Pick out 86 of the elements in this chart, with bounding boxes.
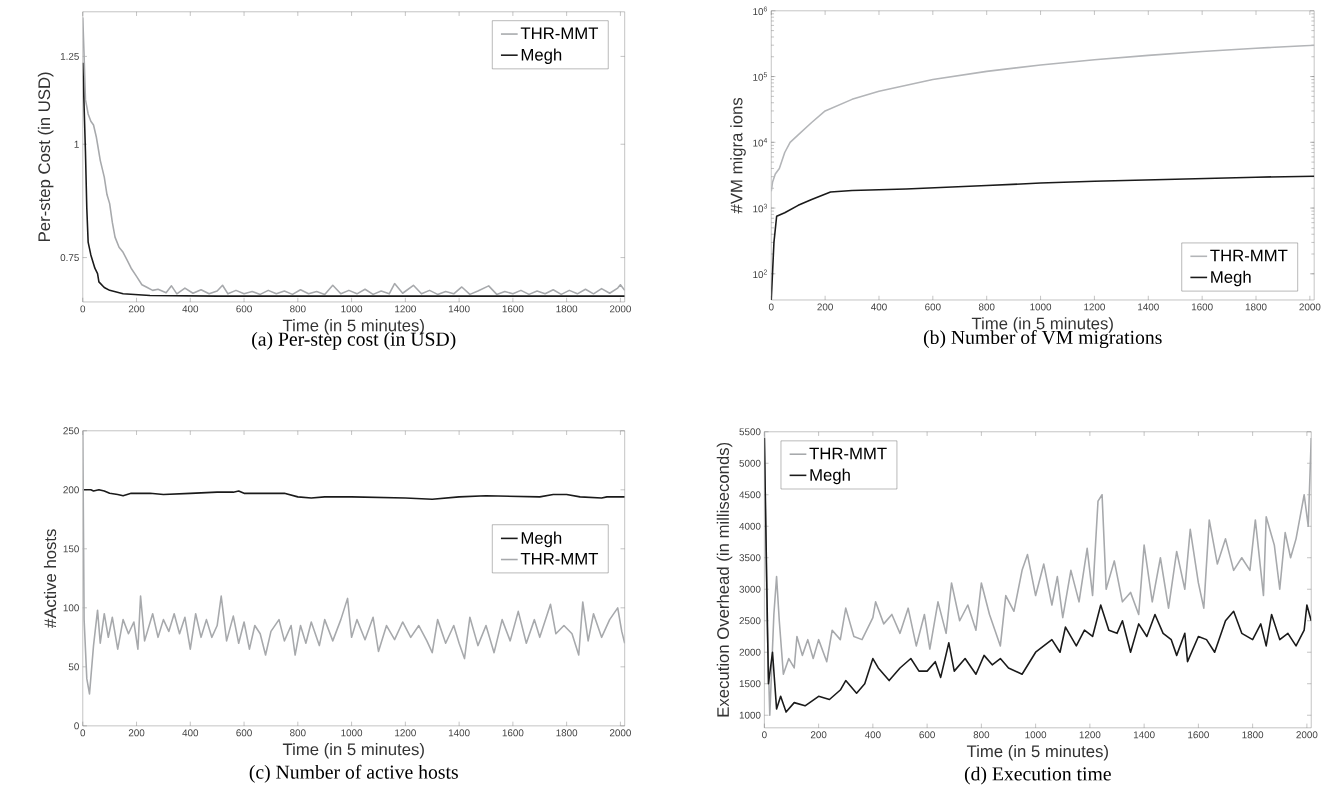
y-tick-label: 2000	[739, 649, 761, 656]
x-tick-label: 1400	[1138, 303, 1159, 311]
y-tick-label: 1	[74, 141, 79, 148]
legend-label: THR-MMT	[1210, 250, 1288, 262]
y-axis-title: Execution Overhead (in milliseconds)	[716, 443, 733, 717]
y-tick-label: 5000	[739, 460, 761, 467]
x-tick-label: 2000	[609, 729, 631, 737]
x-tick-label: 1200	[395, 729, 416, 737]
x-tick-label: 1800	[556, 305, 578, 313]
y-tick-label: 5500	[739, 428, 761, 436]
x-tick-label: 1600	[502, 729, 524, 737]
x-tick-label: 1200	[1079, 731, 1101, 739]
x-tick-label: 800	[290, 305, 306, 313]
legend-label: THR-MMT	[520, 27, 599, 40]
legend-label: Megh	[521, 48, 562, 65]
x-tick-label: 600	[925, 303, 941, 311]
y-axis-title: #Active hosts	[43, 529, 57, 629]
legend-label: Megh	[810, 468, 850, 485]
line-series	[82, 431, 625, 696]
x-tick-label: 1200	[395, 305, 416, 313]
y-tick-label: 250	[63, 427, 79, 435]
x-tick-label: 1800	[1242, 731, 1264, 739]
legend-label: THR-MMT	[809, 447, 887, 460]
legend-label: Megh	[521, 531, 562, 548]
legend-label: THR-MMT	[520, 553, 599, 565]
x-tick-label: 1800	[1245, 303, 1267, 311]
y-tick-label: 4500	[739, 491, 761, 499]
text: (d) Execution time	[964, 766, 1111, 785]
x-tick-label: 1000	[341, 729, 363, 737]
y-tick-label: 10$^{6}$	[753, 6, 767, 16]
x-tick-label: 0	[768, 303, 774, 311]
y-tick-label: 200	[63, 486, 79, 494]
x-tick-label: 400	[182, 305, 199, 313]
y-axis-title: #VM migra ions	[730, 98, 746, 214]
y-tick-label: 0	[74, 722, 79, 730]
x-axis-title: Time (in 5 minutes)	[966, 745, 1108, 761]
x-tick-label: 1600	[1191, 303, 1213, 311]
x-tick-label: 800	[973, 731, 990, 739]
x-tick-label: 1600	[502, 305, 524, 313]
x-tick-label: 600	[236, 305, 252, 313]
x-tick-label: 200	[128, 729, 145, 737]
y-tick-label: 100	[63, 604, 79, 612]
y-tick-label: 10$^{4}$	[753, 138, 768, 147]
x-tick-label: 400	[182, 729, 199, 737]
x-tick-label: 1000	[1025, 731, 1047, 739]
x-tick-label: 1000	[1030, 303, 1052, 311]
x-tick-label: 400	[871, 303, 887, 311]
x-tick-label: 1400	[448, 305, 470, 313]
y-axis-title: Per-step Cost (in USD)	[37, 72, 54, 242]
x-tick-label: 0	[80, 305, 86, 313]
x-axis-title: Time (in 5 minutes)	[282, 743, 424, 759]
y-tick-label: 3000	[739, 586, 761, 593]
line-series	[82, 16, 625, 296]
x-tick-label: 200	[128, 305, 145, 313]
text: (c) Number of active hosts	[249, 764, 458, 784]
y-tick-label: 10$^{2}$	[753, 269, 767, 279]
x-tick-label: 400	[864, 731, 881, 739]
x-tick-label: 1400	[448, 729, 470, 737]
x-tick-label: 2000	[609, 305, 631, 313]
legend-label: Megh	[1211, 270, 1251, 287]
x-tick-label: 2000	[1296, 731, 1318, 739]
x-tick-label: 1800	[556, 729, 578, 737]
x-tick-label: 800	[978, 303, 995, 311]
x-tick-label: 600	[236, 729, 252, 737]
y-tick-label: 1000	[739, 711, 761, 719]
x-tick-label: 200	[810, 731, 827, 739]
y-tick-label: 3500	[739, 554, 761, 562]
x-tick-label: 1000	[341, 305, 363, 313]
y-tick-label: 150	[63, 545, 79, 553]
x-tick-label: 600	[919, 731, 935, 739]
y-tick-label: 10$^{3}$	[753, 204, 767, 213]
x-tick-label: 2000	[1299, 303, 1321, 311]
line-series	[82, 489, 625, 501]
x-tick-label: 1600	[1188, 731, 1209, 739]
y-tick-label: 4000	[739, 523, 761, 530]
x-tick-label: 1200	[1084, 303, 1105, 311]
y-tick-label: 0.75	[60, 254, 79, 262]
x-tick-label: 200	[817, 303, 833, 311]
y-tick-label: 1500	[739, 680, 761, 688]
x-tick-label: 0	[80, 729, 86, 737]
y-tick-label: 2500	[739, 617, 761, 625]
x-tick-label: 800	[290, 729, 306, 737]
x-tick-label: 1400	[1133, 731, 1155, 739]
y-tick-label: 50	[68, 663, 79, 671]
y-tick-label: 1.25	[60, 53, 79, 61]
y-tick-label: 10$^{5}$	[753, 72, 768, 81]
